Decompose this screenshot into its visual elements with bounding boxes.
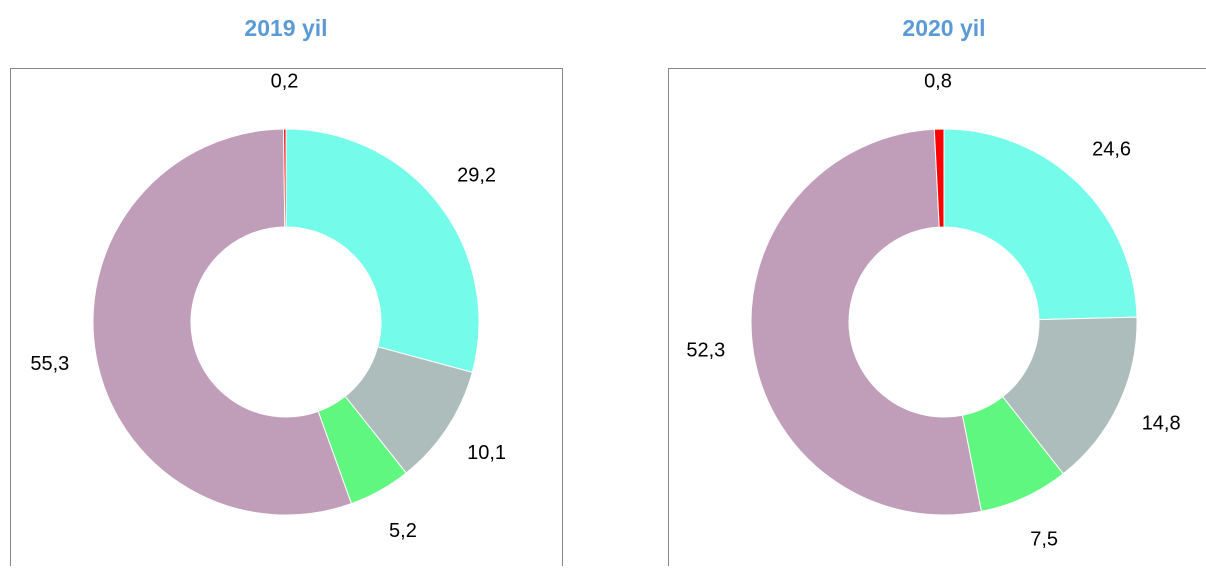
data-label: 14,8 — [1142, 412, 1181, 434]
data-label: 55,3 — [30, 353, 69, 375]
data-label: 5,2 — [389, 520, 417, 542]
data-label: 29,2 — [457, 164, 496, 186]
data-label: 24,6 — [1092, 138, 1131, 160]
data-label: 0,2 — [271, 70, 299, 92]
chart-title: 2020 yil — [902, 15, 985, 41]
data-label: 52,3 — [686, 340, 725, 362]
data-label: 0,8 — [924, 70, 952, 92]
data-label: 10,1 — [467, 442, 506, 464]
donut-slice — [286, 129, 479, 372]
data-label: 7,5 — [1030, 528, 1058, 550]
chart-title: 2019 yil — [244, 15, 327, 41]
